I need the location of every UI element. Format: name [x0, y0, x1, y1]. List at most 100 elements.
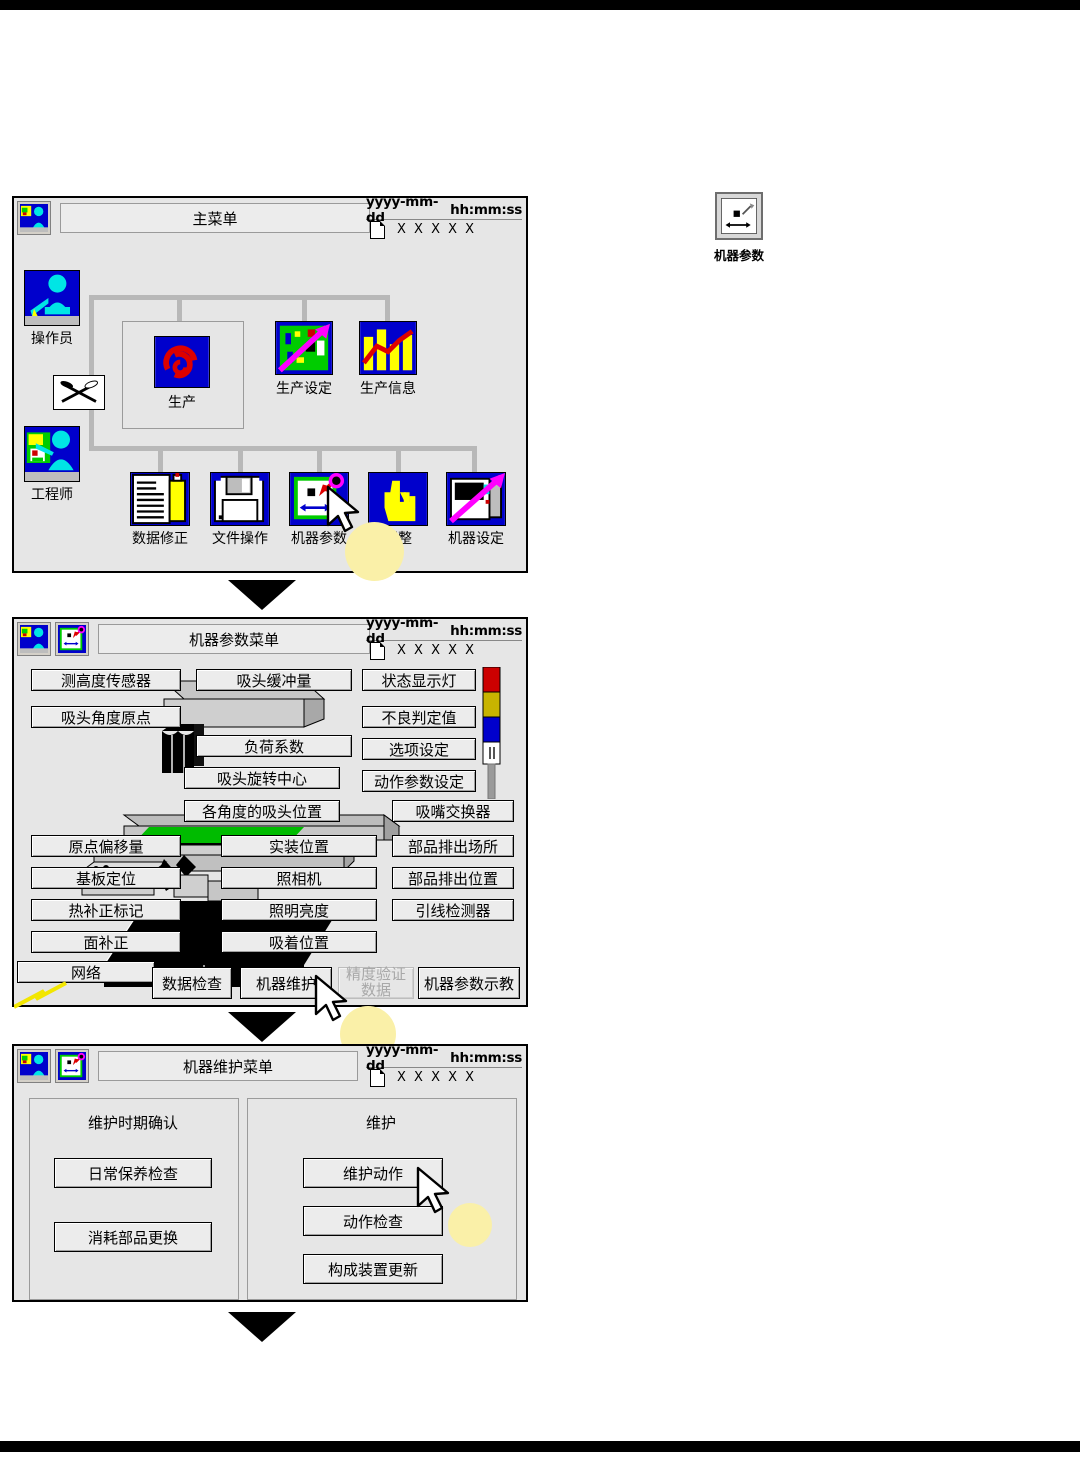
production-glyph	[155, 337, 209, 387]
production-info-glyph	[360, 322, 416, 374]
clock-time: hh:mm:ss	[450, 622, 522, 639]
flow-arrow-3	[228, 1312, 296, 1342]
connector-data-correction	[158, 446, 163, 472]
btn-option-setting[interactable]: 选项设定	[362, 738, 476, 760]
mouse-cursor-2	[314, 974, 348, 1022]
btn-lead-detector[interactable]: 引线检测器	[392, 899, 514, 921]
panel-main-menu: 主菜单 yyyy-mm-dd hh:mm:ss X X X X X	[12, 194, 528, 581]
file-operation-glyph	[211, 473, 269, 525]
btn-pickup-position[interactable]: 吸着位置	[221, 931, 377, 953]
icon-tile-data-correction[interactable]: 数据修正	[130, 472, 190, 547]
panel-machine-maintenance-menu: 机器维护菜单 yyyy-mm-dd hh:mm:ss X X X X X 维护时…	[12, 1042, 528, 1302]
operator-app-icon-3[interactable]	[17, 1049, 51, 1083]
btn-motion-parameters[interactable]: 动作参数设定	[362, 770, 476, 792]
btn-origin-offset[interactable]: 原点偏移量	[31, 835, 181, 857]
btn-height-sensor[interactable]: 测高度传感器	[31, 669, 181, 691]
connector-row-top	[89, 295, 389, 300]
panel-machine-parameter-menu: 机器参数菜单 yyyy-mm-dd hh:mm:ss X X X X X	[12, 615, 528, 1022]
machine-parameters-icon	[58, 625, 86, 653]
machine-parameters-app-icon-3[interactable]	[55, 1049, 89, 1083]
clock-time: hh:mm:ss	[450, 201, 522, 218]
production-info-icon	[359, 321, 417, 375]
icon-tile-operator[interactable]: 操作员	[24, 270, 80, 347]
btn-camera[interactable]: 照相机	[221, 867, 377, 889]
icon-tile-engineer[interactable]: 工程师	[24, 426, 80, 503]
btn-head-buffer[interactable]: 吸头缓冲量	[196, 669, 352, 691]
main-menu-clock-datetime: yyyy-mm-dd hh:mm:ss	[366, 194, 522, 226]
btn-illumination[interactable]: 照明亮度	[221, 899, 377, 921]
connector-operator-engineer	[89, 298, 94, 446]
connector-file-operation	[238, 446, 243, 472]
file-value: X X X X X	[397, 222, 477, 237]
machine-parameters-icon-gray	[715, 192, 763, 240]
flow-arrow-2	[228, 1012, 296, 1042]
mouse-cursor-3	[416, 1166, 450, 1214]
btn-nozzle-changer[interactable]: 吸嘴交换器	[392, 800, 514, 822]
machine-parameters-icon	[58, 1052, 86, 1080]
btn-configuration-update[interactable]: 构成装置更新	[303, 1254, 443, 1284]
operator-app-icon[interactable]	[17, 201, 51, 235]
adjustment-icon	[368, 472, 428, 526]
icon-tile-adjustment[interactable]: 调整	[368, 472, 428, 547]
operator-icon	[20, 625, 48, 653]
machine-parameters-glyph-gray	[721, 198, 757, 234]
icon-label-production: 生产	[168, 395, 196, 411]
data-correction-icon	[130, 472, 190, 526]
btn-head-angle-origin[interactable]: 吸头角度原点	[31, 706, 181, 728]
connector-row-bottom	[89, 446, 477, 451]
btn-head-rotation-center[interactable]: 吸头旋转中心	[184, 767, 340, 789]
icon-label-machine-parameters: 机器参数	[291, 531, 347, 547]
operator-icon	[20, 204, 48, 232]
btn-operation-check[interactable]: 动作检查	[303, 1206, 443, 1236]
btn-head-position-angles[interactable]: 各角度的吸头位置	[184, 800, 340, 822]
btn-load-coefficient[interactable]: 负荷系数	[196, 735, 352, 757]
page-top-rule	[0, 0, 1080, 10]
click-highlight-machine-parameters	[345, 522, 404, 581]
btn-part-discharge-place[interactable]: 部品排出场所	[392, 835, 514, 857]
icon-label-engineer: 工程师	[31, 487, 73, 503]
btn-part-discharge-position[interactable]: 部品排出位置	[392, 867, 514, 889]
btn-defect-threshold[interactable]: 不良判定值	[362, 706, 476, 728]
network-cable-graphic	[14, 981, 67, 1009]
mouse-cursor-1	[326, 485, 360, 533]
clock-time: hh:mm:ss	[450, 1049, 522, 1066]
btn-mount-position[interactable]: 实装位置	[221, 835, 377, 857]
production-setting-icon	[275, 321, 333, 375]
btn-board-positioning[interactable]: 基板定位	[31, 867, 181, 889]
btn-surface-correction[interactable]: 面补正	[31, 931, 181, 953]
btn-daily-inspection[interactable]: 日常保养检查	[54, 1158, 212, 1188]
main-menu-file-line: X X X X X	[366, 220, 522, 239]
btn-thermal-mark[interactable]: 热补正标记	[31, 899, 181, 921]
icon-tile-production[interactable]: 生产	[154, 336, 210, 411]
machine-parameters-app-icon-2[interactable]	[55, 622, 89, 656]
btn-status-lamp[interactable]: 状态显示灯	[362, 669, 476, 691]
icon-tile-file-operation[interactable]: 文件操作	[210, 472, 270, 547]
legend-label: 机器参数	[713, 248, 764, 263]
document-icon	[370, 641, 385, 660]
machine-parameter-title: 机器参数菜单	[98, 624, 370, 654]
btn-consumable-replacement[interactable]: 消耗部品更换	[54, 1222, 212, 1252]
btn-network[interactable]: 网络	[17, 961, 155, 983]
clock-datetime-2: yyyy-mm-dd hh:mm:ss	[366, 615, 522, 647]
adjustment-glyph	[369, 473, 427, 525]
icon-label-production-setting: 生产设定	[276, 381, 332, 397]
file-operation-icon	[210, 472, 270, 526]
btn-data-check[interactable]: 数据检查	[152, 967, 232, 999]
operator-glyph	[25, 271, 79, 325]
click-highlight-maintenance-operation	[448, 1203, 492, 1247]
file-line-2: X X X X X	[366, 641, 522, 660]
signal-tower-graphic	[482, 667, 501, 799]
icon-label-machine-setting: 机器设定	[448, 531, 504, 547]
file-value: X X X X X	[397, 643, 477, 658]
file-value: X X X X X	[397, 1070, 477, 1085]
icon-tile-production-info[interactable]: 生产信息	[359, 321, 417, 397]
icon-tile-production-setting[interactable]: 生产设定	[275, 321, 333, 397]
connector-production-info	[385, 295, 390, 321]
operator-app-icon-2[interactable]	[17, 622, 51, 656]
connector-production-setting	[302, 295, 307, 321]
icon-tile-scissors	[53, 375, 105, 410]
machine-maintenance-titlebar: 机器维护菜单 yyyy-mm-dd hh:mm:ss X X X X X	[14, 1042, 526, 1087]
engineer-glyph	[25, 427, 79, 481]
icon-tile-machine-setting[interactable]: 机器设定	[446, 472, 506, 547]
btn-machine-parameter-teach[interactable]: 机器参数示教	[418, 967, 520, 999]
